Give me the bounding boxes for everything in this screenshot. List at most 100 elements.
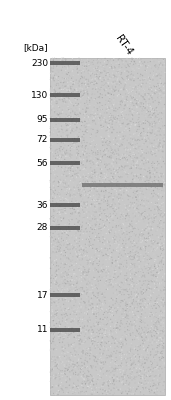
Point (99, 350, 101, 356)
Point (116, 77, 119, 84)
Point (145, 216, 148, 222)
Point (149, 147, 152, 153)
Point (109, 277, 112, 283)
Point (104, 210, 107, 217)
Point (51, 138, 53, 144)
Point (157, 302, 160, 308)
Point (124, 249, 127, 256)
Point (73, 244, 75, 250)
Point (150, 372, 152, 378)
Point (75, 152, 78, 158)
Point (97, 286, 99, 292)
Point (113, 56, 115, 62)
Point (161, 222, 164, 228)
Point (88, 335, 91, 342)
Point (148, 165, 150, 171)
Point (72, 227, 75, 233)
Point (57, 316, 60, 322)
Point (127, 208, 130, 214)
Point (85, 391, 88, 397)
Point (105, 266, 107, 272)
Point (106, 229, 109, 235)
Point (50, 300, 53, 306)
Point (120, 363, 123, 370)
Point (82, 368, 85, 375)
Point (146, 313, 149, 320)
Point (132, 360, 134, 366)
Point (119, 214, 122, 220)
Point (142, 120, 145, 126)
Point (125, 144, 128, 150)
Point (51, 89, 54, 96)
Point (61, 64, 64, 70)
Point (123, 374, 126, 380)
Point (132, 156, 134, 162)
Point (127, 292, 129, 299)
Point (138, 370, 141, 377)
Point (105, 105, 108, 112)
Point (49, 100, 52, 106)
Point (55, 312, 58, 318)
Point (143, 157, 146, 164)
Point (109, 379, 112, 385)
Point (105, 346, 108, 352)
Point (107, 205, 110, 211)
Point (54, 273, 57, 280)
Point (140, 79, 143, 85)
Point (145, 377, 147, 383)
Point (49, 346, 52, 352)
Point (132, 58, 135, 64)
Point (57, 317, 60, 323)
Point (109, 318, 111, 324)
Point (108, 184, 111, 190)
Point (142, 340, 144, 347)
Point (69, 152, 71, 159)
Point (123, 275, 126, 282)
Point (119, 208, 121, 215)
Point (90, 338, 93, 344)
Point (140, 311, 143, 317)
Point (74, 237, 77, 243)
Point (101, 340, 103, 346)
Point (72, 140, 75, 147)
Point (73, 111, 76, 117)
Point (137, 83, 140, 90)
Point (88, 221, 91, 227)
Point (76, 137, 79, 143)
Point (151, 128, 154, 134)
Point (147, 108, 150, 115)
Point (65, 127, 68, 133)
Point (140, 232, 143, 239)
Point (108, 140, 110, 147)
Point (97, 59, 100, 65)
Point (136, 216, 139, 222)
Point (152, 268, 154, 274)
Point (96, 290, 98, 296)
Point (141, 168, 144, 174)
Point (89, 102, 91, 109)
Point (126, 116, 128, 123)
Point (155, 282, 157, 288)
Point (124, 381, 127, 388)
Point (53, 108, 56, 114)
Point (126, 68, 128, 74)
Point (96, 205, 98, 211)
Point (120, 380, 123, 386)
Point (76, 173, 79, 180)
Point (104, 81, 107, 88)
Point (158, 142, 160, 148)
Point (101, 70, 103, 76)
Point (136, 264, 139, 270)
Point (135, 305, 138, 312)
Point (97, 290, 99, 297)
Point (141, 152, 143, 158)
Point (158, 314, 160, 320)
Point (86, 214, 89, 221)
Point (62, 326, 65, 333)
Point (55, 354, 58, 360)
Point (160, 231, 163, 237)
Point (102, 365, 104, 371)
Point (51, 366, 54, 372)
Point (59, 245, 62, 251)
Point (70, 286, 73, 292)
